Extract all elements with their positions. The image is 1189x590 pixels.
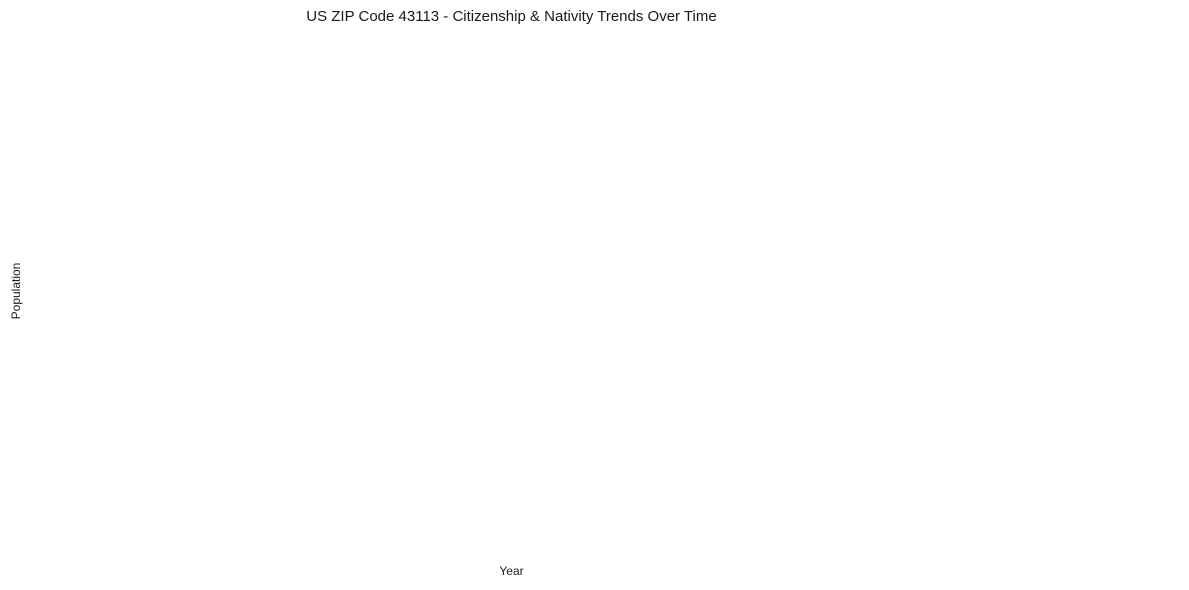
chart-title: US ZIP Code 43113 - Citizenship & Nativi… [306,8,717,25]
y-axis-label: Population [9,262,23,320]
x-axis-label: Year [499,564,524,578]
legend [953,99,965,107]
